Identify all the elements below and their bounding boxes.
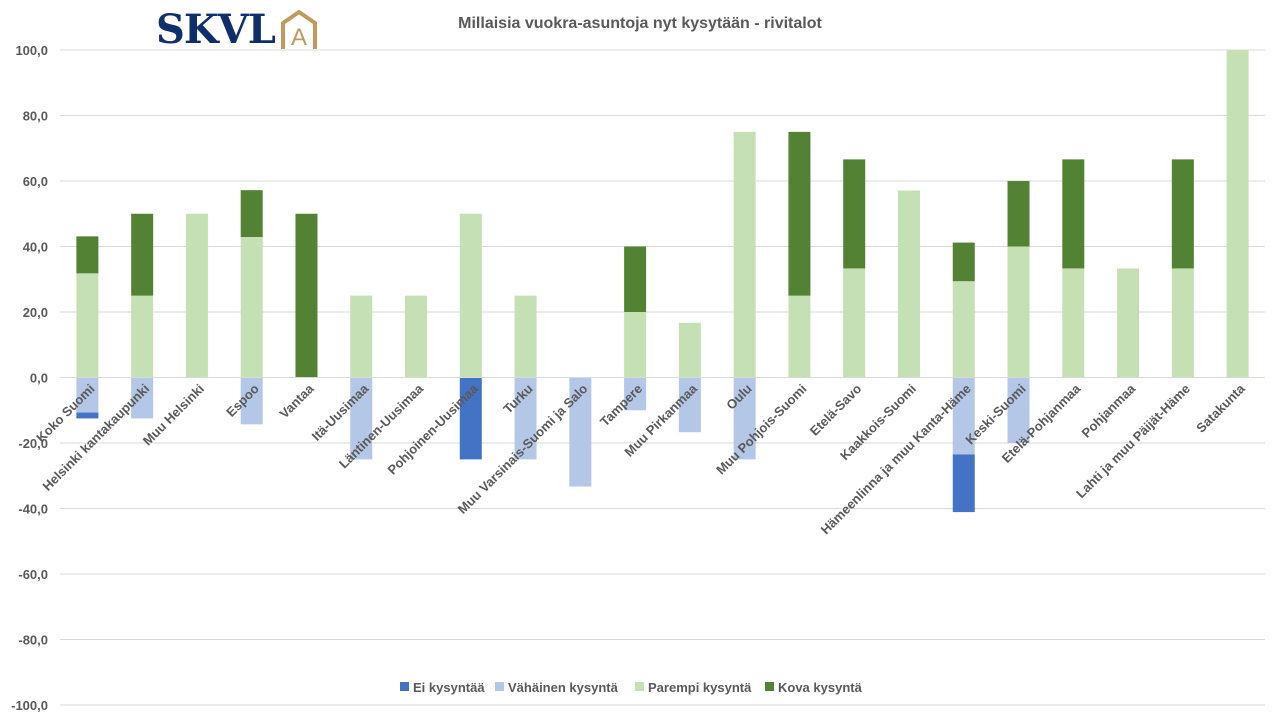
legend-label: Vähäinen kysyntä [508, 680, 619, 695]
bar-segment [843, 268, 866, 378]
bar-segment [843, 159, 866, 269]
y-tick-label: 20,0 [23, 305, 48, 320]
bar-segment [405, 295, 428, 378]
bar-segment [240, 190, 263, 238]
y-tick-label: 0,0 [30, 371, 48, 386]
y-tick-label: -40,0 [18, 502, 48, 517]
bar-segment [1007, 181, 1030, 247]
bar-segment [76, 377, 99, 413]
bar-segment [952, 242, 975, 282]
bar-segment [952, 281, 975, 378]
bar-segment [1062, 159, 1085, 269]
bar-segment [350, 295, 373, 378]
legend-swatch [765, 682, 774, 691]
bar-segment [624, 312, 647, 378]
chart-title: Millaisia vuokra-asuntoja nyt kysytään -… [458, 15, 822, 32]
y-tick-label: 40,0 [23, 240, 48, 255]
legend-swatch [495, 682, 504, 691]
bar-segment [1226, 50, 1249, 378]
x-category-label: Pohjanmaa [1079, 380, 1139, 440]
bar-segment [1062, 268, 1085, 378]
legend-swatch [635, 682, 644, 691]
x-category-label: Satakunta [1193, 380, 1248, 435]
bar-segment [788, 295, 811, 378]
x-category-label: Vantaa [276, 380, 317, 421]
bar-segment [185, 213, 208, 378]
bar-segment [459, 213, 482, 378]
legend-swatch [400, 682, 409, 691]
bar-segment [952, 454, 975, 513]
bar-segment [788, 131, 811, 296]
bar-segment [514, 377, 537, 460]
bar-segment [624, 246, 647, 312]
bar-segment [569, 377, 592, 487]
x-category-label: Etelä-Savo [807, 381, 865, 439]
bar-segment [459, 377, 482, 460]
bar-segment [76, 236, 99, 274]
y-tick-label: -80,0 [18, 633, 48, 648]
bar-segment [733, 377, 756, 460]
bar-segment [952, 377, 975, 455]
bar-segment [1171, 159, 1194, 269]
logo-text: SKVL [156, 6, 276, 53]
bar-segment [131, 213, 154, 296]
bar-segment [1117, 268, 1140, 378]
bar-segment [897, 190, 920, 378]
bar-segment [350, 377, 373, 460]
bar-segment [131, 377, 154, 419]
legend-label: Kova kysyntä [778, 680, 863, 695]
y-tick-label: -100,0 [11, 698, 48, 713]
bar-segment [76, 412, 99, 419]
bar-segment [131, 295, 154, 378]
x-category-label: Muu Pohjois-Suomi [713, 381, 809, 477]
legend-label: Parempi kysyntä [648, 680, 752, 695]
bar-segment [1007, 377, 1030, 443]
legend-label: Ei kysyntää [413, 680, 485, 695]
logo-mark: A [291, 24, 307, 51]
bar-segment [240, 237, 263, 378]
bar-segment [678, 377, 701, 433]
bar-segment [733, 131, 756, 378]
bar-segment [1007, 246, 1030, 378]
y-tick-label: -60,0 [18, 567, 48, 582]
y-tick-label: 80,0 [23, 109, 48, 124]
y-tick-label: -20,0 [18, 436, 48, 451]
bar-segment [76, 273, 99, 378]
y-tick-label: 100,0 [15, 43, 48, 58]
y-tick-label: 60,0 [23, 174, 48, 189]
bar-segment [514, 295, 537, 378]
house-logo-icon: A [280, 9, 317, 51]
bar-segment [1171, 268, 1194, 378]
x-category-label: Lahti ja muu Päijät-Häme [1073, 381, 1193, 501]
bar-segment [678, 322, 701, 378]
skvl-logo: SKVL A [156, 6, 319, 53]
bar-segment [240, 377, 263, 425]
bar-segment [295, 213, 318, 378]
bar-segment [624, 377, 647, 411]
